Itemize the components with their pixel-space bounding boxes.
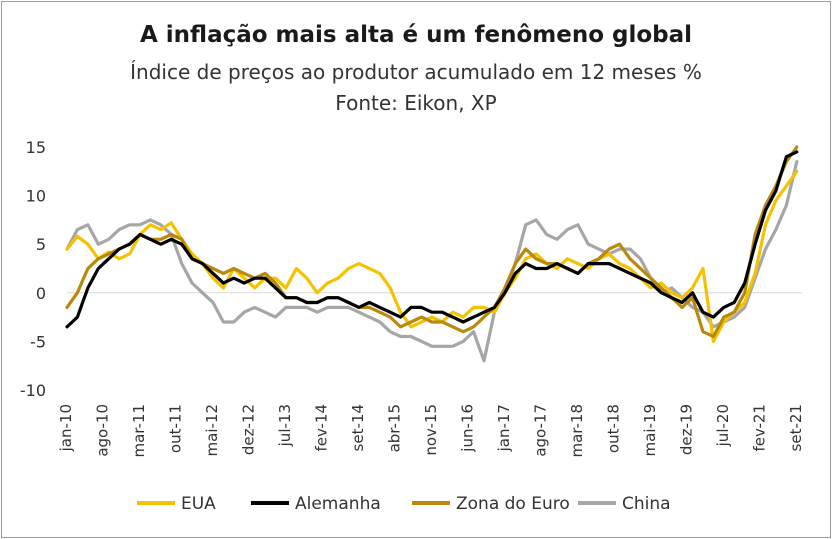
- legend-label: Zona do Euro: [456, 494, 570, 514]
- y-axis: 15 10 5 0 -5 -10: [20, 138, 802, 400]
- series-line-china: [65, 160, 799, 363]
- x-tick-label: set-14: [349, 404, 367, 451]
- x-tick-label: fev-21: [750, 404, 768, 451]
- x-tick-label: dez-12: [239, 404, 257, 455]
- x-tick-label: abr-15: [385, 404, 403, 452]
- y-tick-label: 15: [26, 138, 46, 157]
- chart-subtitle: Índice de preços ao produtor acumulado e…: [130, 60, 702, 84]
- y-tick-label: 0: [36, 284, 46, 303]
- x-tick-label: ago-17: [531, 404, 549, 457]
- x-tick-label: out-18: [604, 404, 622, 453]
- x-tick-label: jul-20: [714, 404, 732, 447]
- chart-source: Fonte: Eikon, XP: [335, 91, 497, 115]
- y-tick-label: -10: [20, 381, 46, 400]
- x-tick-label: jan-10: [57, 404, 75, 452]
- chart-title: A inflação mais alta é um fenômeno globa…: [139, 22, 693, 48]
- legend-label: EUA: [181, 494, 216, 514]
- x-tick-label: set-21: [787, 404, 805, 451]
- x-tick-label: jul-13: [276, 404, 294, 447]
- y-tick-label: 5: [36, 235, 46, 254]
- x-tick-label: dez-19: [677, 404, 695, 455]
- series-line-alemanha: [65, 150, 799, 329]
- series-line-eua: [65, 169, 799, 343]
- x-tick-label: mar-18: [568, 404, 586, 458]
- legend: EUA Alemanha Zona do Euro China: [137, 494, 671, 514]
- x-tick-label: jan-17: [495, 404, 513, 452]
- legend-label: China: [622, 494, 671, 514]
- x-tick-label: mai-12: [203, 404, 221, 456]
- legend-label: Alemanha: [295, 494, 381, 514]
- x-tick-label: mai-19: [641, 404, 659, 456]
- y-tick-label: -5: [30, 332, 46, 351]
- x-tick-label: mar-11: [130, 404, 148, 458]
- series-lines: [65, 145, 799, 363]
- x-tick-label: jun-16: [458, 404, 476, 453]
- x-tick-label: out-11: [166, 404, 184, 453]
- x-tick-label: ago-10: [93, 404, 111, 457]
- y-tick-label: 10: [26, 187, 46, 206]
- x-tick-label: nov-15: [422, 404, 440, 456]
- x-tick-label: fev-14: [312, 404, 330, 451]
- x-axis: jan-10 ago-10 mar-11 out-11 mai-12 dez-12 jul-…: [57, 404, 805, 458]
